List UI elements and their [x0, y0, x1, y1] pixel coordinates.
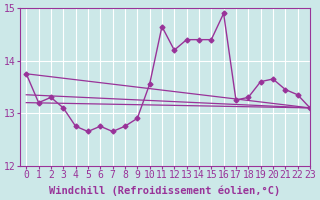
X-axis label: Windchill (Refroidissement éolien,°C): Windchill (Refroidissement éolien,°C) [49, 185, 281, 196]
